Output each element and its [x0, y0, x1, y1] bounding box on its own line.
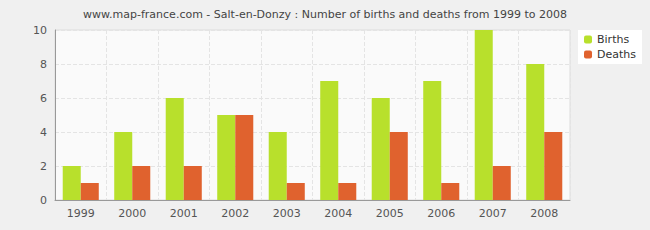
svg-text:1999: 1999 — [67, 207, 95, 220]
svg-text:2: 2 — [40, 160, 47, 173]
svg-text:2002: 2002 — [221, 207, 249, 220]
svg-text:2003: 2003 — [273, 207, 301, 220]
svg-text:2004: 2004 — [324, 207, 352, 220]
svg-text:Deaths: Deaths — [597, 48, 636, 61]
svg-text:2006: 2006 — [427, 207, 455, 220]
svg-text:4: 4 — [40, 126, 47, 139]
svg-text:Births: Births — [597, 33, 629, 46]
svg-text:2000: 2000 — [118, 207, 146, 220]
svg-text:2005: 2005 — [376, 207, 404, 220]
svg-text:8: 8 — [40, 58, 47, 71]
svg-text:www.map-france.com - Salt-en-D: www.map-france.com - Salt-en-Donzy : Num… — [83, 8, 567, 21]
svg-text:10: 10 — [33, 24, 47, 37]
svg-text:2007: 2007 — [479, 207, 507, 220]
svg-text:6: 6 — [40, 92, 47, 105]
svg-text:2008: 2008 — [530, 207, 558, 220]
svg-text:0: 0 — [40, 194, 47, 207]
svg-text:2001: 2001 — [170, 207, 198, 220]
